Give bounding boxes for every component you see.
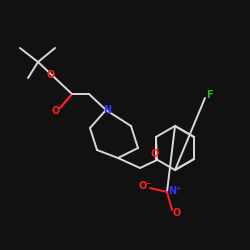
- Text: N: N: [103, 105, 111, 115]
- Text: O: O: [173, 208, 181, 218]
- Text: O: O: [47, 70, 55, 80]
- Text: O: O: [151, 149, 159, 159]
- Text: N⁺: N⁺: [168, 186, 182, 196]
- Text: F: F: [206, 90, 212, 100]
- Text: O⁻: O⁻: [138, 181, 152, 191]
- Text: O: O: [52, 106, 60, 116]
